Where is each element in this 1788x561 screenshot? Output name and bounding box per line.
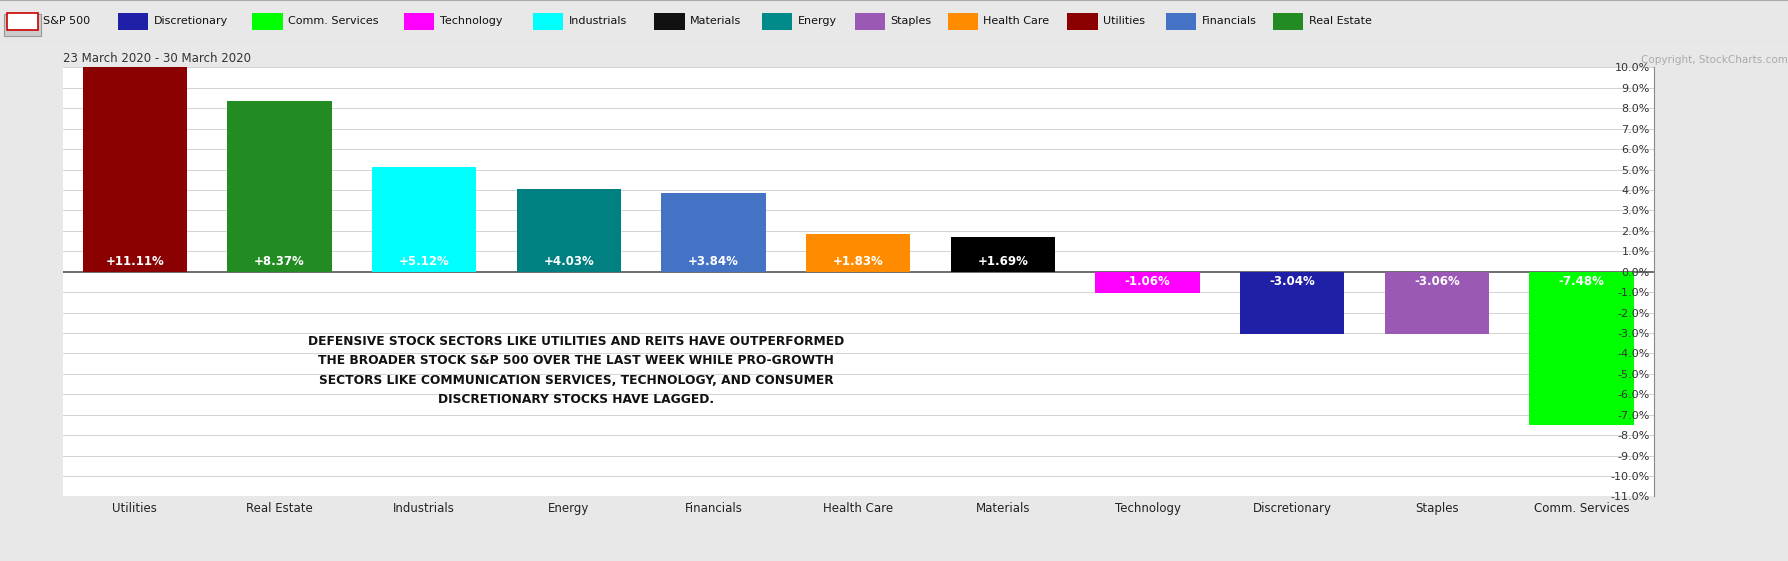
Text: -3.04%: -3.04% xyxy=(1269,275,1316,288)
Text: Energy: Energy xyxy=(797,16,837,26)
Text: Industrials: Industrials xyxy=(569,16,628,26)
Text: DEFENSIVE STOCK SECTORS LIKE UTILITIES AND REITS HAVE OUTPERFORMED
THE BROADER S: DEFENSIVE STOCK SECTORS LIKE UTILITIES A… xyxy=(308,335,844,406)
Text: -1.06%: -1.06% xyxy=(1125,275,1171,288)
Bar xyxy=(1529,272,1634,425)
Text: Utilities: Utilities xyxy=(1103,16,1144,26)
Text: -3.06%: -3.06% xyxy=(1414,275,1459,288)
Bar xyxy=(372,167,476,272)
Text: +5.12%: +5.12% xyxy=(399,255,449,268)
FancyBboxPatch shape xyxy=(4,14,41,36)
Text: S&P 500: S&P 500 xyxy=(43,16,89,26)
Text: +1.69%: +1.69% xyxy=(978,255,1028,268)
Text: Technology: Technology xyxy=(440,16,502,26)
FancyBboxPatch shape xyxy=(252,12,283,30)
FancyBboxPatch shape xyxy=(7,12,38,30)
Bar xyxy=(1241,272,1345,334)
Text: +1.83%: +1.83% xyxy=(833,255,883,268)
FancyBboxPatch shape xyxy=(1067,12,1098,30)
Bar xyxy=(1096,272,1200,293)
Text: Materials: Materials xyxy=(690,16,742,26)
FancyBboxPatch shape xyxy=(404,12,434,30)
FancyBboxPatch shape xyxy=(855,12,885,30)
FancyBboxPatch shape xyxy=(118,12,148,30)
Text: Comm. Services: Comm. Services xyxy=(288,16,379,26)
Text: Discretionary: Discretionary xyxy=(154,16,229,26)
Text: +11.11%: +11.11% xyxy=(105,255,164,268)
Text: -7.48%: -7.48% xyxy=(1559,275,1604,288)
FancyBboxPatch shape xyxy=(533,12,563,30)
Bar xyxy=(517,189,620,272)
Bar xyxy=(951,237,1055,272)
Text: 23 March 2020 - 30 March 2020: 23 March 2020 - 30 March 2020 xyxy=(63,52,250,65)
Text: Real Estate: Real Estate xyxy=(1309,16,1371,26)
Text: +4.03%: +4.03% xyxy=(544,255,594,268)
Bar xyxy=(1386,272,1489,334)
Text: Financials: Financials xyxy=(1202,16,1257,26)
Bar xyxy=(82,45,188,272)
Text: Health Care: Health Care xyxy=(983,16,1050,26)
Text: Staples: Staples xyxy=(890,16,932,26)
Bar xyxy=(662,193,765,272)
Bar xyxy=(227,100,331,272)
Text: +3.84%: +3.84% xyxy=(688,255,738,268)
Bar xyxy=(806,234,910,272)
Text: Copyright, StockCharts.com: Copyright, StockCharts.com xyxy=(1641,54,1788,65)
FancyBboxPatch shape xyxy=(654,12,685,30)
Text: +8.37%: +8.37% xyxy=(254,255,306,268)
FancyBboxPatch shape xyxy=(948,12,978,30)
FancyBboxPatch shape xyxy=(1166,12,1196,30)
FancyBboxPatch shape xyxy=(1273,12,1303,30)
FancyBboxPatch shape xyxy=(762,12,792,30)
